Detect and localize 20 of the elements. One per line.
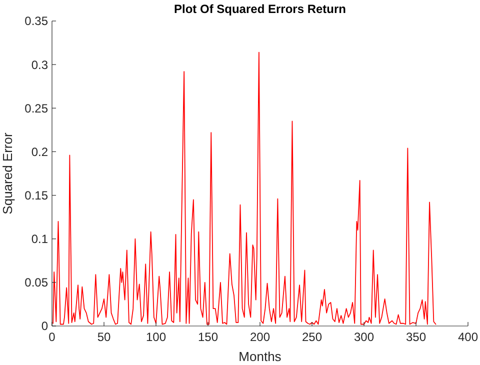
x-tick-label: 200	[250, 330, 270, 344]
x-axis-title: Months	[238, 349, 282, 364]
y-tick-label: 0.05	[24, 276, 48, 290]
y-axis-title: Squared Error	[0, 132, 15, 214]
y-tick-label: 0.2	[31, 144, 48, 159]
chart-title: Plot Of Squared Errors Return	[174, 2, 346, 16]
x-tick-label: 350	[406, 330, 426, 344]
x-tick-label: 400	[458, 330, 478, 344]
x-tick-label: 150	[198, 330, 218, 344]
y-tick-label: 0.25	[24, 101, 48, 116]
y-tick-label: 0	[41, 319, 48, 334]
x-tick-label: 50	[97, 330, 111, 344]
x-tick-label: 100	[146, 330, 166, 344]
line-series	[52, 52, 436, 325]
x-tick-label: 300	[354, 330, 374, 344]
y-tick-label: 0.15	[24, 188, 48, 202]
y-tick-label: 0.35	[24, 14, 48, 28]
x-tick-label: 250	[302, 330, 322, 344]
y-tick-label: 0.3	[31, 58, 48, 72]
y-tick-label: 0.1	[31, 232, 48, 246]
